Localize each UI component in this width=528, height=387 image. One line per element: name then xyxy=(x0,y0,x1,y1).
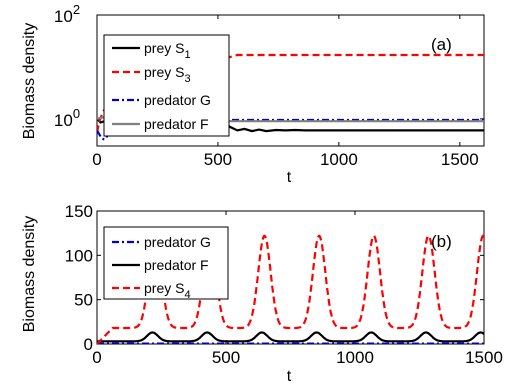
y-tick-base: 10 xyxy=(54,111,73,130)
x-tick-label: 1500 xyxy=(441,150,479,169)
panel-a-plot-frame xyxy=(96,14,485,147)
y-tick-label: 100 xyxy=(54,106,80,130)
panel-b-legend: predator G predator F prey S4 xyxy=(103,226,229,301)
legend-entry-text: prey S xyxy=(144,280,184,296)
panel-a-label: (a) xyxy=(431,35,452,54)
legend-entry-text: predator F xyxy=(144,116,209,132)
panel-a-xlabel: t xyxy=(287,169,292,186)
legend-entry-subscript: 3 xyxy=(184,73,190,85)
y-tick-base: 10 xyxy=(54,7,73,26)
legend-entry: prey S4 xyxy=(144,280,191,301)
x-tick-label: 0 xyxy=(92,348,101,367)
panel-b-ticks: 0 500 1000 1500 0 50 100 150 xyxy=(65,202,503,367)
legend-entry: prey S1 xyxy=(144,40,191,61)
legend-entry-text: predator G xyxy=(144,92,211,108)
legend-entry-text: predator G xyxy=(144,234,211,250)
x-tick-label: 1500 xyxy=(465,348,503,367)
x-tick-label: 0 xyxy=(92,150,101,169)
legend-entry: predator F xyxy=(144,116,209,132)
panel-b-ylabel: Biomass density xyxy=(21,216,38,333)
x-tick-label: 500 xyxy=(212,348,240,367)
legend-entry: prey S3 xyxy=(144,64,191,85)
legend-entry-text: predator F xyxy=(144,257,209,273)
series-line-predator-f xyxy=(97,331,484,343)
y-tick-label: 0 xyxy=(84,335,93,354)
legend-entry: predator G xyxy=(144,92,211,108)
legend-entry-text: prey S xyxy=(144,40,184,56)
panel-b-label: (b) xyxy=(431,232,452,251)
legend-entry: predator F xyxy=(144,257,209,273)
y-tick-exponent: 2 xyxy=(73,2,80,17)
panel-b: 0 500 1000 1500 0 50 100 150 (b) t Biomass dens… xyxy=(21,202,503,385)
panel-b-xlabel: t xyxy=(287,368,292,385)
y-tick-exponent: 0 xyxy=(73,106,80,121)
legend-entry-subscript: 4 xyxy=(184,289,190,301)
y-tick-label: 150 xyxy=(65,202,93,221)
panel-a-ylabel: Biomass density xyxy=(21,23,38,140)
y-tick-label: 100 xyxy=(65,246,93,265)
y-tick-label: 50 xyxy=(74,291,93,310)
x-tick-label: 500 xyxy=(204,150,232,169)
x-tick-label: 1000 xyxy=(336,348,374,367)
legend-entry-text: prey S xyxy=(144,64,184,80)
panel-b-plot-frame xyxy=(96,210,485,345)
x-tick-label: 1000 xyxy=(320,150,358,169)
y-tick-label: 102 xyxy=(54,2,80,26)
legend-entry: predator G xyxy=(144,234,211,250)
legend-entry-subscript: 1 xyxy=(184,49,190,61)
